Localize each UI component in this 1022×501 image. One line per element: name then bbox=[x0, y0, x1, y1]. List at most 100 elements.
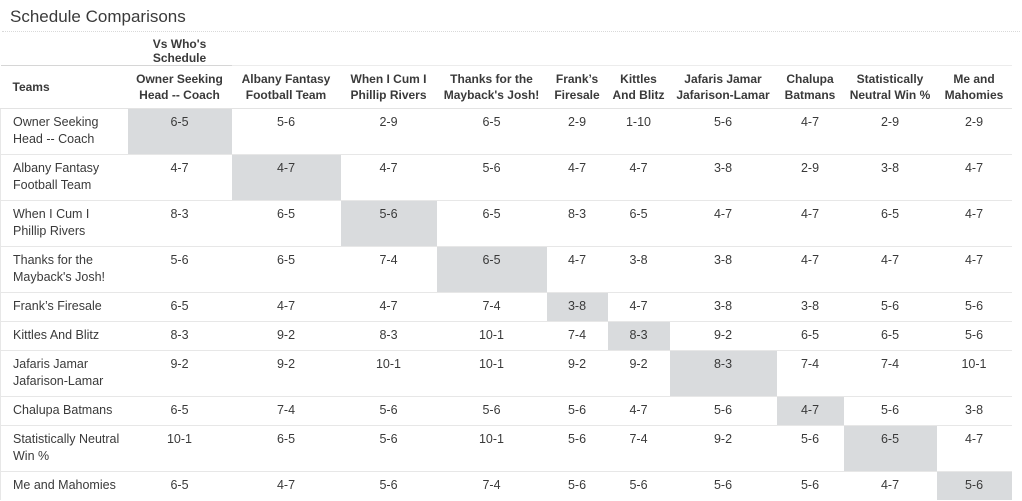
record-cell: 4-7 bbox=[546, 246, 608, 293]
record-cell: 9-2 bbox=[231, 350, 341, 397]
record-cell-self-matchup: 4-7 bbox=[231, 154, 341, 201]
record-cell: 5-6 bbox=[340, 425, 437, 472]
record-cell: 5-6 bbox=[936, 292, 1012, 322]
table-row-4: Frank’s Firesale 6-5 4-7 4-7 7-4 3-8 4-7 3-8 3-8… bbox=[0, 292, 1012, 322]
record-cell: 2-9 bbox=[776, 154, 844, 201]
teams-column-header: Teams bbox=[0, 65, 128, 109]
record-cell: 5-6 bbox=[669, 471, 777, 500]
record-cell: 3-8 bbox=[776, 292, 844, 322]
record-cell: 10-1 bbox=[436, 321, 547, 351]
record-cell: 7-4 bbox=[436, 471, 547, 500]
column-header-9: Me and Mahomies bbox=[936, 65, 1012, 109]
record-cell: 10-1 bbox=[340, 350, 437, 397]
record-cell: 5-6 bbox=[436, 154, 547, 201]
table-row-8: Statistically Neutral Win % 10-1 6-5 5-6 10-… bbox=[0, 425, 1012, 472]
record-cell: 4-7 bbox=[607, 292, 670, 322]
record-cell: 2-9 bbox=[964, 115, 984, 129]
record-cell-self-matchup: 6-5 bbox=[436, 246, 547, 293]
record-cell: 6-5 bbox=[843, 200, 937, 247]
page-title: Schedule Comparisons bbox=[10, 7, 186, 26]
table-row-6: Jafaris Jamar Jafarison-Lamar 9-2 9-2 10-1 1… bbox=[0, 350, 1012, 397]
record-cell: 4-7 bbox=[607, 396, 670, 426]
record-cell: 8-3 bbox=[546, 200, 608, 247]
group-header-filler bbox=[231, 37, 1012, 66]
record-cell: 6-5 bbox=[231, 200, 341, 247]
record-cell: 9-2 bbox=[669, 425, 777, 472]
table-row-1: Albany Fantasy Football Team 4-7 4-7 4-7 5-6… bbox=[0, 154, 1012, 201]
record-cell: 5-6 bbox=[607, 471, 670, 500]
record-cell: 7-4 bbox=[607, 425, 670, 472]
record-cell: 10-1 bbox=[936, 350, 1012, 397]
record-cell: 5-6 bbox=[340, 396, 437, 426]
column-header-3: Thanks for the Mayback's Josh! bbox=[436, 65, 547, 109]
record-cell: 4-7 bbox=[843, 246, 937, 293]
record-cell: 5-6 bbox=[436, 396, 547, 426]
table-row-0: Owner Seeking Head -- Coach 6-5 5-6 2-9 6-5 2… bbox=[0, 108, 1012, 155]
record-cell: 3-8 bbox=[669, 292, 777, 322]
vs-whos-schedule-header: Vs Who's Schedule bbox=[127, 37, 232, 66]
record-cell: 5-6 bbox=[936, 321, 1012, 351]
record-cell: 6-5 bbox=[127, 292, 232, 322]
column-header-5: Kittles And Blitz bbox=[607, 65, 670, 109]
record-cell: 4-7 bbox=[231, 292, 341, 322]
table-row-3: Thanks for the Mayback's Josh! 5-6 6-5 7-4 6… bbox=[0, 246, 1012, 293]
record-cell: 5-6 bbox=[546, 425, 608, 472]
record-cell: 5-6 bbox=[127, 246, 232, 293]
record-cell: 6-5 bbox=[843, 321, 937, 351]
record-cell: 5-6 bbox=[669, 396, 777, 426]
record-cell: 4-7 bbox=[340, 292, 437, 322]
team-name-cell: Albany Fantasy Football Team bbox=[0, 154, 128, 201]
record-cell-self-matchup: 8-3 bbox=[607, 321, 670, 351]
column-header-1: Albany Fantasy Football Team bbox=[231, 65, 341, 109]
record-cell: 4-7 bbox=[669, 200, 777, 247]
record-cell: 4-7 bbox=[936, 200, 1012, 247]
record-cell: 4-7 bbox=[546, 154, 608, 201]
record-cell-self-matchup: 3-8 bbox=[546, 292, 608, 322]
column-header-7: Chalupa Batmans bbox=[776, 65, 844, 109]
team-name-cell: Chalupa Batmans bbox=[0, 396, 128, 426]
record-cell: 8-3 bbox=[340, 321, 437, 351]
record-cell: 4-7 bbox=[936, 246, 1012, 293]
record-cell: 3-8 bbox=[669, 154, 777, 201]
record-cell-self-matchup: 5-6 bbox=[340, 200, 437, 247]
record-cell-self-matchup: 6-5 bbox=[127, 108, 232, 155]
record-cell: 7-4 bbox=[843, 350, 937, 397]
record-cell-self-matchup: 6-5 bbox=[843, 425, 937, 472]
team-name-cell: Kittles And Blitz bbox=[0, 321, 128, 351]
record-cell: 5-6 bbox=[340, 471, 437, 500]
team-name-cell: Frank’s Firesale bbox=[0, 292, 128, 322]
record-cell: 5-6 bbox=[276, 115, 296, 129]
record-cell: 7-4 bbox=[231, 396, 341, 426]
record-cell: 9-2 bbox=[231, 321, 341, 351]
record-cell-self-matchup: 5-6 bbox=[936, 471, 1012, 500]
record-cell: 4-7 bbox=[127, 154, 232, 201]
record-cell: 8-3 bbox=[127, 200, 232, 247]
record-cell-self-matchup: 4-7 bbox=[776, 396, 844, 426]
record-cell: 2-9 bbox=[880, 115, 900, 129]
record-cell: 7-4 bbox=[436, 292, 547, 322]
record-cell: 5-6 bbox=[843, 396, 937, 426]
table-body: Owner Seeking Head -- Coach 6-5 5-6 2-9 6-5 2… bbox=[0, 108, 1012, 500]
record-cell: 6-5 bbox=[127, 396, 232, 426]
record-cell: 5-6 bbox=[713, 115, 733, 129]
record-cell: 4-7 bbox=[340, 154, 437, 201]
team-name-cell: Thanks for the Mayback's Josh! bbox=[0, 246, 128, 293]
record-cell: 4-7 bbox=[936, 154, 1012, 201]
record-cell: 7-4 bbox=[340, 246, 437, 293]
record-cell: 7-4 bbox=[776, 350, 844, 397]
record-cell: 6-5 bbox=[482, 115, 501, 129]
record-cell: 6-5 bbox=[127, 471, 232, 500]
column-header-8: Statistically Neutral Win % bbox=[843, 65, 937, 109]
record-cell: 3-8 bbox=[669, 246, 777, 293]
record-cell: 4-7 bbox=[936, 425, 1012, 472]
team-name-cell: Owner Seeking Head -- Coach bbox=[0, 108, 128, 155]
record-cell: 10-1 bbox=[436, 350, 547, 397]
record-cell: 9-2 bbox=[607, 350, 670, 397]
table-row-2: When I Cum I Phillip Rivers 8-3 6-5 5-6 6-5 8… bbox=[0, 200, 1012, 247]
column-header-2: When I Cum I Phillip Rivers bbox=[340, 65, 437, 109]
record-cell: 9-2 bbox=[546, 350, 608, 397]
record-cell: 5-6 bbox=[546, 396, 608, 426]
record-cell: 5-6 bbox=[843, 292, 937, 322]
record-cell: 2-9 bbox=[567, 115, 587, 129]
team-name-cell: Statistically Neutral Win % bbox=[0, 425, 128, 472]
